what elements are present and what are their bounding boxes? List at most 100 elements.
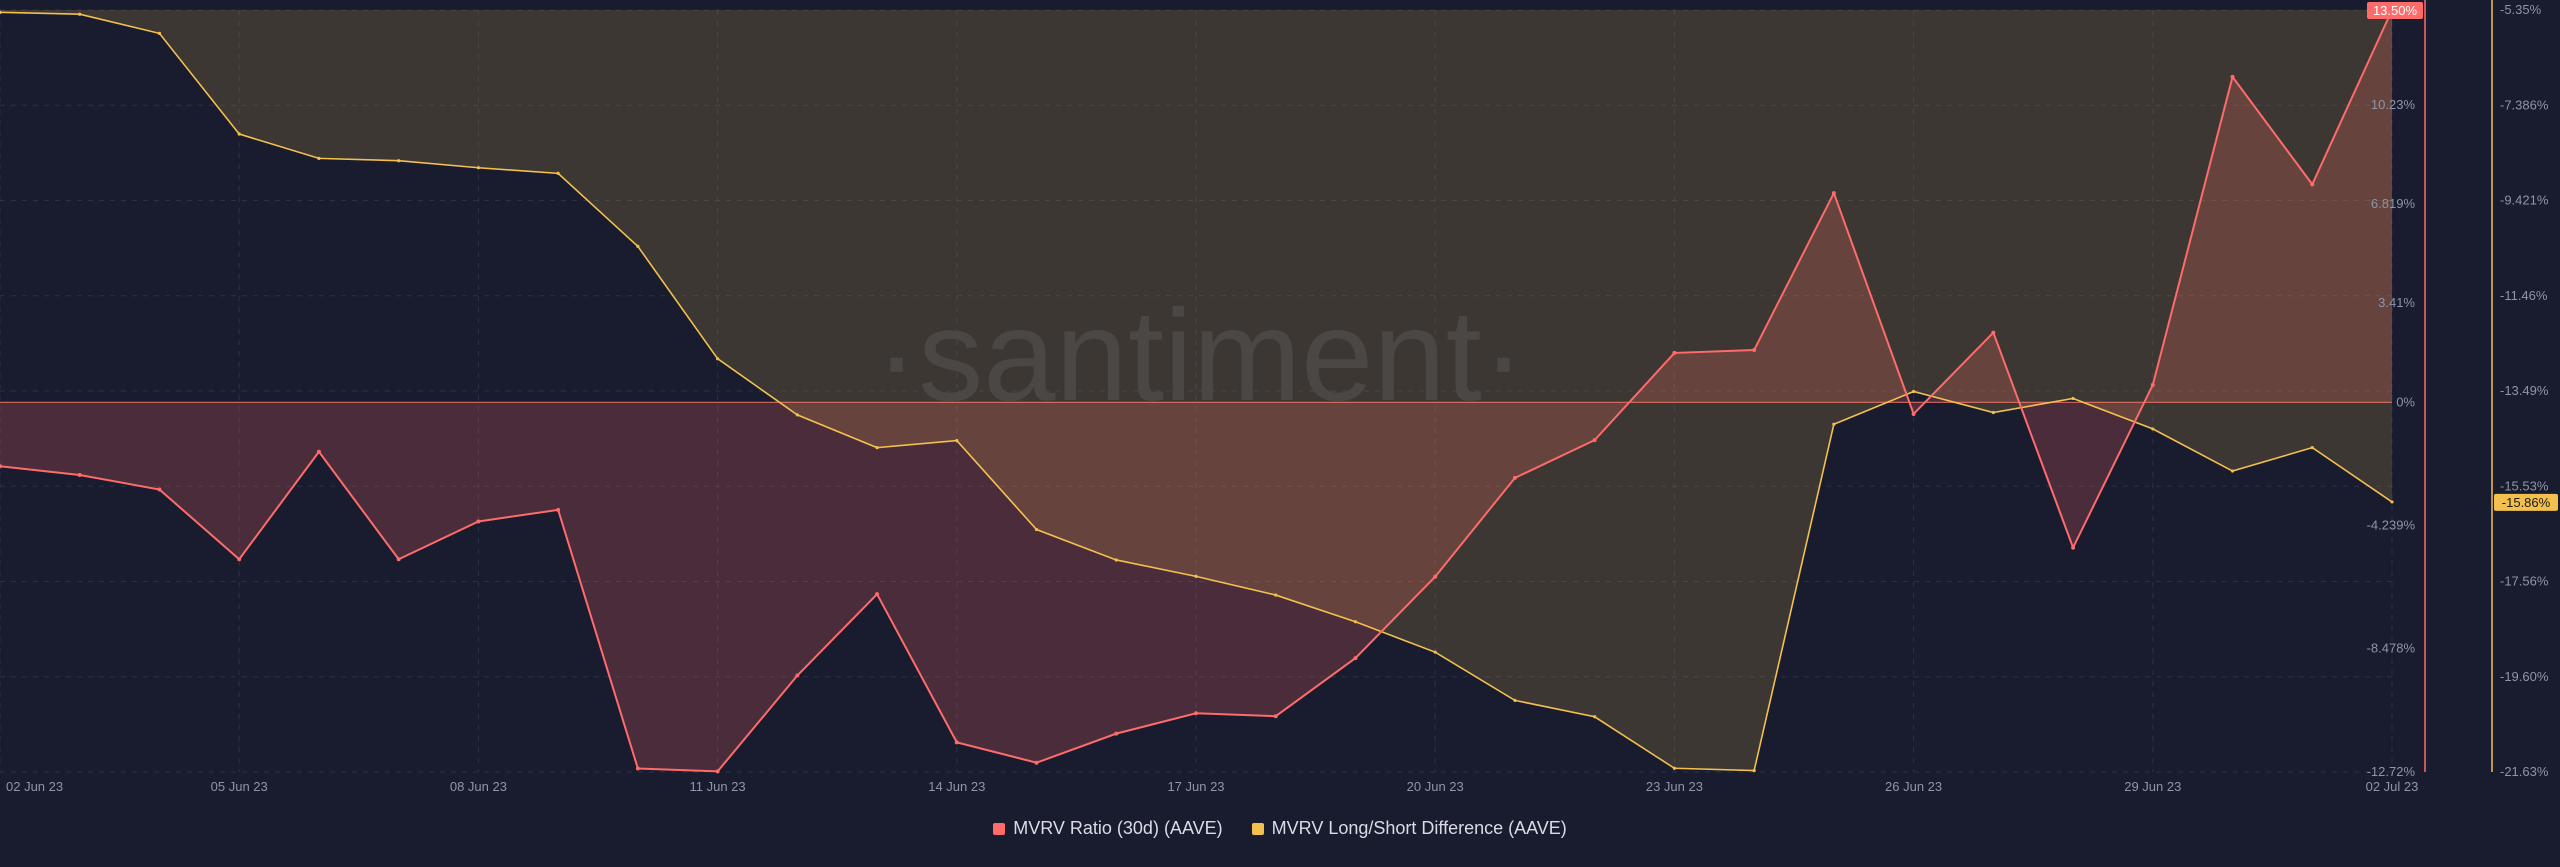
- long-short-data-point: [636, 244, 640, 248]
- long-short-data-point: [1593, 715, 1597, 719]
- grid-lines: [0, 9, 2393, 773]
- mvrv-data-point: [1991, 330, 1996, 335]
- long-short-data-point: [2390, 500, 2394, 504]
- x-axis-tick-label: 02 Jun 23: [6, 779, 63, 794]
- long-short-data-point: [1912, 389, 1916, 394]
- mvrv-data-point: [1672, 350, 1677, 355]
- long-short-area-fill: [0, 10, 2392, 771]
- right-axis-tick-label: -19.60%: [2500, 669, 2549, 684]
- mvrv-data-point: [2230, 74, 2235, 79]
- x-axis-tick-label: 08 Jun 23: [450, 779, 507, 794]
- mvrv-data-point: [715, 769, 720, 774]
- x-axis-tick-label: 29 Jun 23: [2124, 779, 2181, 794]
- mvrv-data-point: [157, 487, 162, 492]
- long-short-data-point: [237, 132, 241, 136]
- mvrv-data-point: [1433, 574, 1438, 579]
- long-short-data-point: [476, 166, 480, 170]
- mvrv-data-point: [1512, 475, 1517, 480]
- mvrv-data-point: [1592, 438, 1597, 443]
- long-short-data-point: [78, 12, 82, 16]
- watermark: ·santiment·: [875, 282, 1525, 428]
- right-axis-tick-label: -17.56%: [2500, 574, 2549, 589]
- long-short-data-point: [1034, 527, 1039, 532]
- x-axis-tick-label: 05 Jun 23: [211, 779, 268, 794]
- legend-item-long-short[interactable]: MVRV Long/Short Difference (AAVE): [1251, 818, 1567, 839]
- x-axis-tick-label: 02 Jul 23: [2366, 779, 2419, 794]
- long-short-data-point: [1353, 620, 1358, 624]
- long-short-data-point: [317, 156, 321, 160]
- right-axis-tick-label: -5.35%: [2500, 2, 2542, 17]
- mvrv-data-point: [2071, 545, 2076, 550]
- legend: MVRV Ratio (30d) (AAVE) MVRV Long/Short …: [0, 818, 2560, 840]
- mvrv-data-point: [556, 507, 561, 512]
- long-short-data-point: [1274, 593, 1278, 597]
- legend-label-mvrv: MVRV Ratio (30d) (AAVE): [1013, 818, 1223, 838]
- long-short-data-point: [1752, 768, 1756, 773]
- left-axis-tick-label: 10.23%: [2371, 97, 2416, 112]
- mvrv-data-point: [1114, 731, 1119, 736]
- long-short-data-point: [2230, 469, 2235, 473]
- long-short-data-point: [157, 31, 162, 36]
- right-axis-tick-label: -9.421%: [2500, 193, 2549, 208]
- long-short-current-badge: [2494, 493, 2558, 511]
- long-short-data-point: [0, 10, 2, 14]
- long-short-data-point: [397, 159, 401, 163]
- right-axis-tick-label: -11.46%: [2500, 288, 2548, 303]
- right-axis-tick-label: -13.49%: [2500, 383, 2549, 398]
- left-axis-tick-label: 3.41%: [2378, 295, 2415, 310]
- long-short-data-point: [795, 413, 799, 417]
- legend-swatch-mvrv: [993, 822, 1006, 835]
- left-axis-tick-label: 6.819%: [2371, 196, 2416, 211]
- x-axis-tick-label: 20 Jun 23: [1407, 779, 1464, 794]
- mvrv-current-badge: [2367, 2, 2423, 19]
- left-axis-tick-label: 0%: [2396, 394, 2415, 409]
- x-axis-tick-label: 14 Jun 23: [928, 779, 985, 794]
- long-short-data-point: [1433, 650, 1437, 654]
- mvrv-data-point: [1353, 656, 1358, 661]
- series-lines: [0, 8, 2394, 774]
- long-short-data-point: [1672, 766, 1676, 770]
- mvrv-data-point: [476, 519, 481, 524]
- mvrv-area-fill: [0, 10, 2392, 772]
- mvrv-data-point: [1752, 348, 1757, 353]
- legend-label-long-short: MVRV Long/Short Difference (AAVE): [1271, 818, 1567, 838]
- long-short-data-point: [2071, 396, 2075, 401]
- long-short-data-point: [1991, 410, 1995, 415]
- mvrv-data-point: [2310, 182, 2315, 187]
- long-short-data-point: [875, 446, 879, 450]
- mvrv-data-point: [2150, 382, 2155, 387]
- mvrv-data-point: [954, 740, 959, 745]
- mvrv-data-point: [875, 592, 880, 597]
- long-short-data-point: [1513, 698, 1517, 702]
- mvrv-data-point: [77, 472, 82, 477]
- left-axis-tick-label: -4.239%: [2367, 518, 2416, 533]
- mvrv-data-point: [396, 557, 401, 562]
- x-axis-tick-label: 11 Jun 23: [690, 779, 746, 794]
- legend-swatch-long-short: [1251, 822, 1264, 835]
- mvrv-data-point: [0, 464, 2, 469]
- long-short-data-point: [2310, 446, 2314, 450]
- long-short-data-point: [2151, 427, 2155, 431]
- mvrv-data-point: [1831, 191, 1836, 196]
- mvrv-current-value: 13.50%: [2373, 3, 2418, 18]
- x-axis-tick-label: 26 Jun 23: [1885, 779, 1942, 794]
- left-axis-tick-label: -8.478%: [2367, 641, 2416, 656]
- axes: 10.23% 6.819% 3.41% 0% -4.239% -8.478% -12.72%…: [6, 0, 2558, 794]
- mvrv-data-point: [316, 449, 321, 454]
- long-short-data-point: [955, 439, 959, 443]
- mvrv-data-point: [1273, 714, 1278, 719]
- mvrv-data-point: [795, 673, 800, 678]
- x-axis-tick-label: 23 Jun 23: [1646, 779, 1703, 794]
- long-short-current-value: -15.86%: [2502, 495, 2551, 510]
- right-axis-tick-label: -21.63%: [2500, 764, 2549, 779]
- mvrv-data-point: [635, 766, 640, 771]
- right-axis-tick-label: -15.53%: [2500, 478, 2549, 493]
- long-short-data-point: [1114, 558, 1118, 562]
- long-short-data-point: [1832, 422, 1836, 426]
- mvrv-data-point: [1194, 711, 1198, 716]
- legend-item-mvrv[interactable]: MVRV Ratio (30d) (AAVE): [993, 818, 1223, 839]
- series-areas: [0, 10, 2392, 772]
- long-short-data-point: [1194, 574, 1198, 578]
